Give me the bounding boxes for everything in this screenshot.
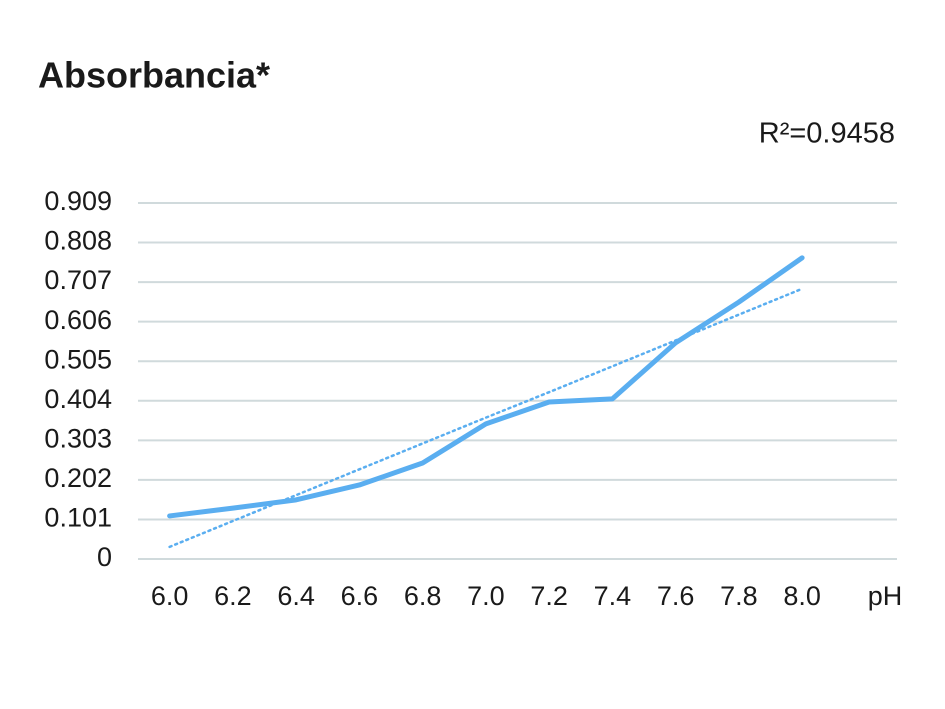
x-tick-label: 6.4 — [277, 581, 315, 611]
y-tick-label: 0.404 — [44, 384, 112, 414]
x-tick-label: 7.0 — [467, 581, 505, 611]
x-tick-label: 7.8 — [720, 581, 758, 611]
y-tick-label: 0 — [97, 542, 112, 572]
y-tick-label: 0.707 — [44, 265, 112, 295]
chart-title: Absorbancia* — [38, 55, 270, 96]
y-tick-label: 0.808 — [44, 226, 112, 256]
x-axis-label: pH — [868, 581, 903, 611]
y-tick-label: 0.505 — [44, 344, 112, 374]
x-tick-label: 7.6 — [657, 581, 695, 611]
data-line — [167, 255, 805, 519]
y-tick-label: 0.202 — [44, 463, 112, 493]
y-tick-label: 0.101 — [44, 503, 112, 533]
x-tick-label: 6.6 — [341, 581, 379, 611]
x-tick-label: 8.0 — [783, 581, 821, 611]
trend-line — [168, 287, 804, 549]
x-tick-label: 7.2 — [530, 581, 568, 611]
r-squared: R²=0.9458 — [759, 118, 895, 150]
x-tick-label: 6.8 — [404, 581, 442, 611]
y-tick-label: 0.606 — [44, 305, 112, 335]
x-tick-label: 6.0 — [151, 581, 189, 611]
x-tick-label: 7.4 — [594, 581, 632, 611]
y-tick-label: 0.303 — [44, 423, 112, 453]
y-tick-label: 0.909 — [44, 186, 112, 216]
x-tick-label: 6.2 — [214, 581, 252, 611]
